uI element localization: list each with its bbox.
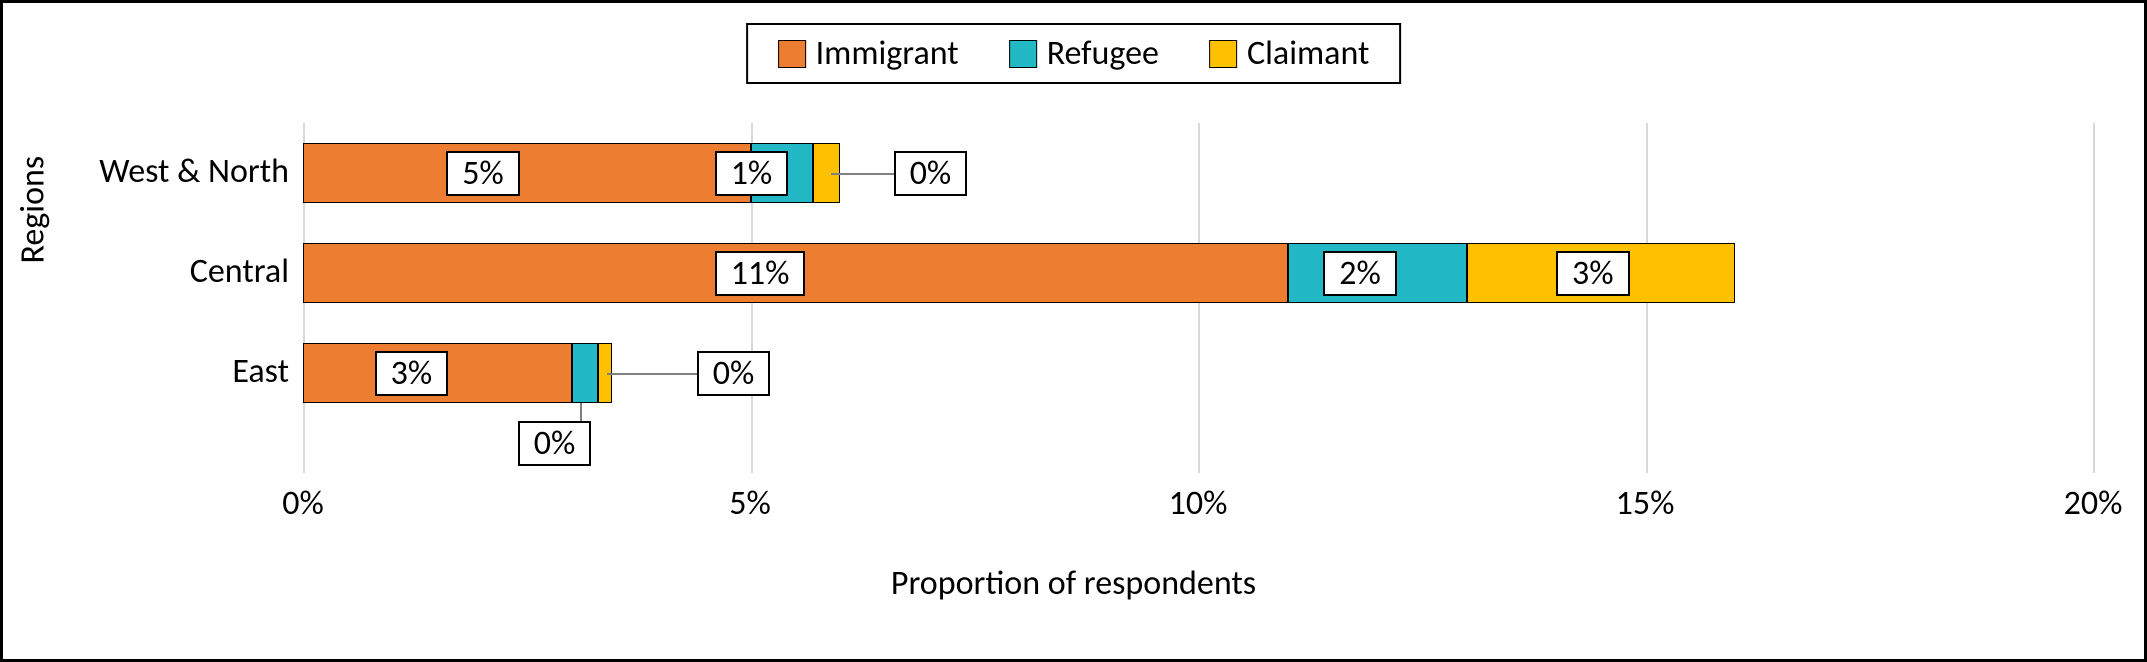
legend-item-refugee: Refugee bbox=[1009, 33, 1159, 74]
x-tick-label: 5% bbox=[729, 483, 771, 524]
legend-item-immigrant: Immigrant bbox=[778, 33, 959, 74]
leader-line bbox=[831, 173, 901, 175]
legend-label: Claimant bbox=[1247, 33, 1369, 74]
data-label: 3% bbox=[1556, 251, 1630, 296]
plot-area: 5% 1% 0% 11% 2% 3% 3% 0% 0% bbox=[303, 123, 2093, 473]
leader-line bbox=[607, 373, 697, 375]
data-label: 3% bbox=[375, 351, 449, 396]
bar-row-east bbox=[303, 343, 2093, 403]
gridline bbox=[2093, 123, 2095, 473]
y-category-label: East bbox=[232, 351, 289, 392]
bar-row-central bbox=[303, 243, 2093, 303]
data-label: 5% bbox=[446, 151, 520, 196]
legend-swatch-claimant bbox=[1209, 40, 1237, 68]
bar-segment-refugee bbox=[572, 343, 599, 403]
data-label: 1% bbox=[715, 151, 789, 196]
data-label: 11% bbox=[715, 251, 806, 296]
x-tick-label: 0% bbox=[282, 483, 324, 524]
legend-label: Immigrant bbox=[816, 33, 959, 74]
x-tick-label: 15% bbox=[1616, 483, 1675, 524]
data-label: 0% bbox=[894, 151, 968, 196]
legend-item-claimant: Claimant bbox=[1209, 33, 1369, 74]
legend-label: Refugee bbox=[1047, 33, 1159, 74]
y-category-label: West & North bbox=[99, 151, 289, 192]
legend: Immigrant Refugee Claimant bbox=[746, 23, 1402, 84]
x-tick-label: 10% bbox=[1169, 483, 1228, 524]
data-label: 0% bbox=[697, 351, 771, 396]
bar-segment-immigrant bbox=[303, 143, 751, 203]
y-category-label: Central bbox=[190, 251, 289, 292]
data-label: 2% bbox=[1323, 251, 1397, 296]
x-axis-title: Proportion of respondents bbox=[891, 563, 1256, 604]
x-tick-label: 20% bbox=[2064, 483, 2123, 524]
legend-swatch-refugee bbox=[1009, 40, 1037, 68]
data-label: 0% bbox=[518, 421, 592, 466]
chart-container: Immigrant Refugee Claimant Regions West … bbox=[0, 0, 2147, 662]
legend-swatch-immigrant bbox=[778, 40, 806, 68]
y-axis-title: Regions bbox=[13, 156, 54, 264]
bar-row-west-north bbox=[303, 143, 2093, 203]
